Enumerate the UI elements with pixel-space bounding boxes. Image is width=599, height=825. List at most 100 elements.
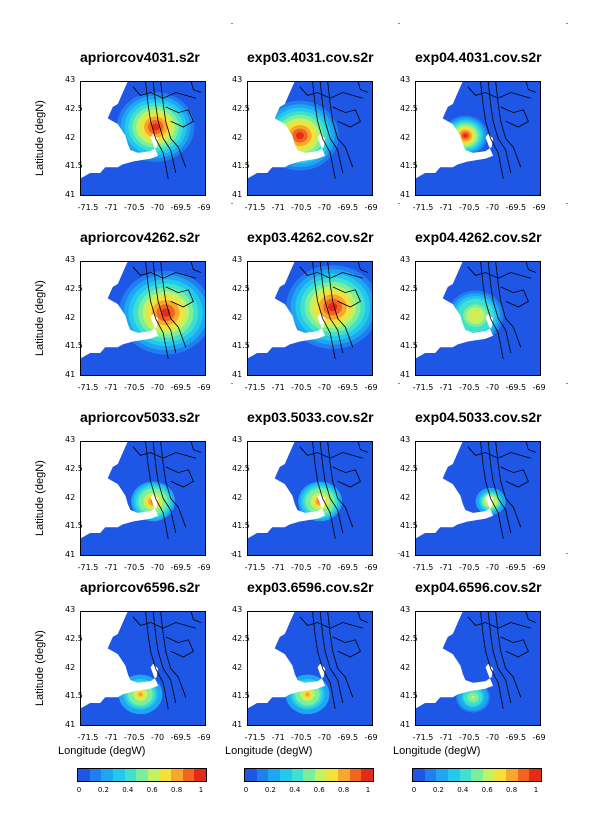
colorbar-swatch xyxy=(182,769,195,781)
bathymetry-contour xyxy=(525,81,537,93)
bathymetry-contour xyxy=(495,441,522,528)
bathymetry-contour xyxy=(299,266,364,279)
y-tick-label: 43 xyxy=(400,255,411,264)
y-tick-label: 42.5 xyxy=(65,463,83,473)
map-canvas xyxy=(80,81,206,196)
y-tick-label: 43 xyxy=(232,75,243,84)
x-tick-label: -70.5 xyxy=(291,733,312,742)
map-panel xyxy=(247,81,373,196)
x-tick-label: -71 xyxy=(439,383,453,392)
y-tick-label: 42 xyxy=(232,132,243,142)
bathymetry-contour xyxy=(357,81,369,93)
heat-contour xyxy=(463,133,468,138)
map-frame xyxy=(247,611,373,726)
bathymetry-contour xyxy=(357,611,369,623)
bathymetry-contour xyxy=(165,636,194,658)
x-tick-label: -71 xyxy=(439,203,453,212)
separator-dot xyxy=(398,553,400,554)
x-tick-label: -70.5 xyxy=(291,203,312,212)
colorbar-swatch xyxy=(101,769,113,781)
bathymetry-contour xyxy=(332,636,361,658)
bathymetry-contour xyxy=(145,81,169,179)
colorbar-swatch xyxy=(482,769,495,781)
colorbar-tick-label: 0.2 xyxy=(264,786,276,794)
x-tick-label: -71.5 xyxy=(412,563,434,572)
x-tick-label: -69.5 xyxy=(337,733,359,742)
bathymetry-contour xyxy=(190,261,202,273)
x-tick-label: -70 xyxy=(151,203,165,212)
y-tick-label: 41.5 xyxy=(65,691,83,701)
panel-title: apriorcov4262.s2r xyxy=(80,229,200,245)
bathymetry-contour xyxy=(480,441,504,539)
separator-dot xyxy=(398,383,400,384)
colorbar-tick-label: 0.4 xyxy=(122,786,134,794)
map-canvas xyxy=(247,261,373,376)
y-tick-label: 41 xyxy=(65,190,76,199)
x-tick-label: -70 xyxy=(151,733,165,742)
colorbar-swatch xyxy=(124,769,137,781)
y-tick-label: 42.5 xyxy=(400,283,418,293)
y-tick-label: 42 xyxy=(400,492,411,502)
panel-title: apriorcov6596.s2r xyxy=(80,579,200,595)
x-tick-label: -70.5 xyxy=(459,383,480,392)
y-tick-label: 42 xyxy=(232,492,243,502)
bathymetry-contour xyxy=(327,611,354,698)
x-tick-label: -71.5 xyxy=(244,203,266,212)
y-tick-label: 41 xyxy=(400,720,411,729)
bathymetry-contour xyxy=(152,611,177,704)
x-tick-label: -69 xyxy=(532,733,546,742)
colorbar-swatch xyxy=(112,769,125,781)
x-tick-label: -70 xyxy=(151,563,165,572)
land-mass xyxy=(415,261,494,359)
y-tick-label: 43 xyxy=(232,435,243,444)
bathymetry-contour xyxy=(480,261,504,359)
colorbar xyxy=(244,768,374,782)
map-panel xyxy=(80,611,206,726)
colorbar-swatch xyxy=(147,769,160,781)
bathymetry-contour xyxy=(357,261,369,273)
bathymetry-contour xyxy=(145,441,169,539)
map-frame xyxy=(80,441,206,556)
y-tick-label: 41.5 xyxy=(400,341,418,351)
bathymetry-contour xyxy=(495,81,522,168)
map-frame xyxy=(247,81,373,196)
colorbar-tick-label: 0 xyxy=(243,786,249,794)
heat-contour xyxy=(305,692,310,697)
land-mass xyxy=(80,261,159,359)
map-frame xyxy=(415,441,541,556)
bathymetry-contour xyxy=(299,446,364,459)
x-tick-label: -71 xyxy=(104,383,118,392)
bathymetry-contour xyxy=(525,261,537,273)
bathymetry-contour xyxy=(312,611,336,709)
bathymetry-contour xyxy=(152,441,177,534)
map-canvas xyxy=(80,611,206,726)
x-tick-label: -71.5 xyxy=(244,383,266,392)
map-canvas xyxy=(415,611,541,726)
x-tick-label: -70.5 xyxy=(124,383,145,392)
x-tick-label: -69 xyxy=(197,383,211,392)
colorbar-swatch xyxy=(338,769,350,781)
heat-contour xyxy=(471,695,475,699)
x-tick-label: -71 xyxy=(271,203,285,212)
bathymetry-contour xyxy=(327,441,354,528)
heat-contour xyxy=(151,123,160,131)
bathymetry-contour xyxy=(487,441,512,534)
panel-title: exp04.4262.cov.s2r xyxy=(415,229,542,245)
x-tick-label: -70 xyxy=(318,383,332,392)
bathymetry-contour xyxy=(190,81,202,93)
land-mass xyxy=(247,81,326,179)
x-tick-label: -71 xyxy=(104,563,118,572)
x-tick-label: -69.5 xyxy=(170,383,192,392)
x-tick-label: -69 xyxy=(532,383,546,392)
bathymetry-contour xyxy=(500,106,529,128)
y-tick-label: 41 xyxy=(232,550,243,559)
bathymetry-contour xyxy=(487,81,512,174)
bathymetry-contour xyxy=(500,286,529,308)
colorbar-swatch xyxy=(494,769,507,781)
panel-title: exp03.4031.cov.s2r xyxy=(247,49,374,65)
colorbar-tick-label: 0.2 xyxy=(432,786,444,794)
bathymetry-contour xyxy=(487,261,512,354)
y-tick-label: 42 xyxy=(232,662,243,672)
x-tick-label: -69 xyxy=(197,563,211,572)
panel-title: apriorcov4031.s2r xyxy=(80,49,200,65)
